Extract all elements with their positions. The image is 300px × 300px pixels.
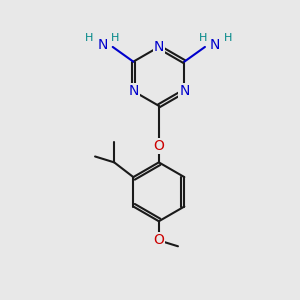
- Text: O: O: [153, 139, 164, 153]
- Text: H: H: [224, 32, 233, 43]
- Text: O: O: [153, 233, 164, 248]
- Text: N: N: [128, 84, 139, 98]
- Text: N: N: [179, 84, 190, 98]
- Text: N: N: [98, 38, 109, 52]
- Text: H: H: [198, 32, 207, 43]
- Text: H: H: [111, 32, 119, 43]
- Text: H: H: [85, 32, 93, 43]
- Text: N: N: [209, 38, 220, 52]
- Text: N: N: [154, 40, 164, 54]
